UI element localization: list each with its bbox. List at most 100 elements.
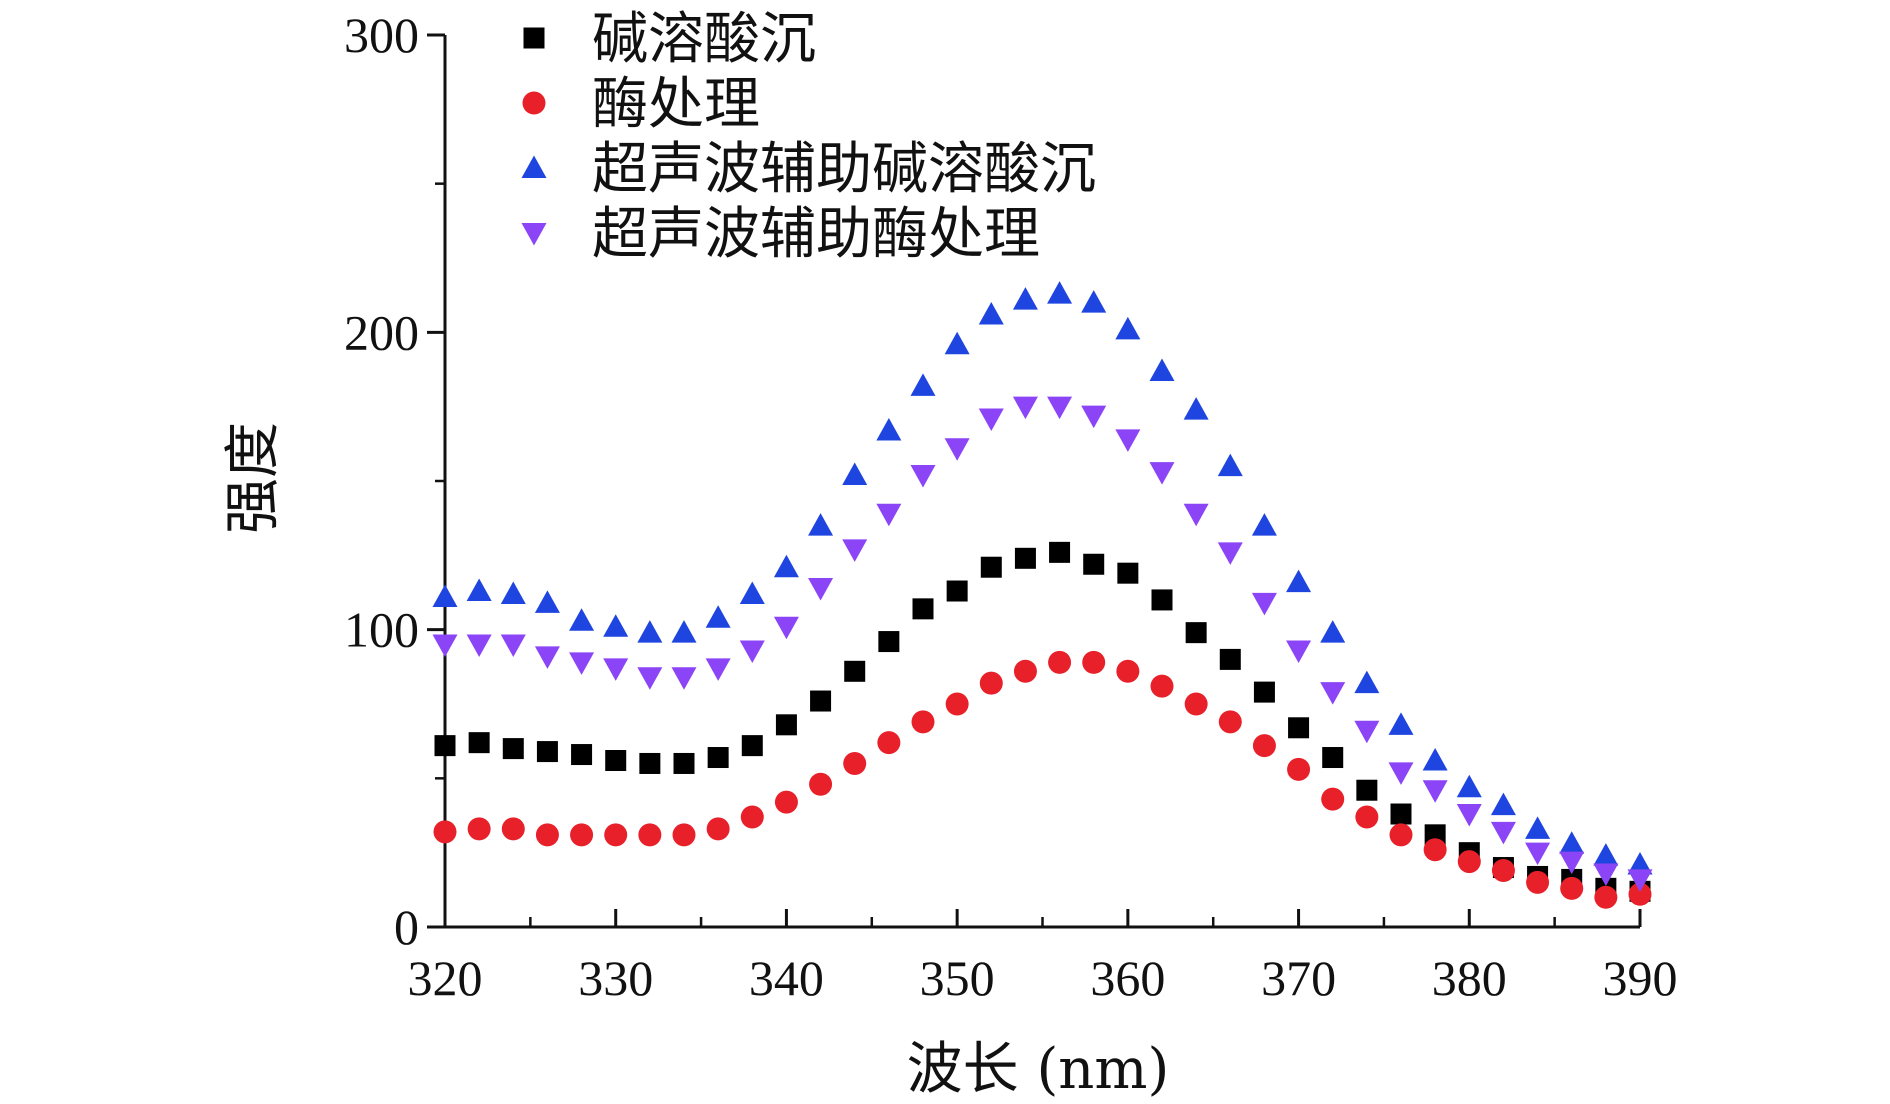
data-point-square: [1049, 541, 1071, 563]
legend-symbol-square: [523, 27, 545, 49]
data-point-square: [1356, 779, 1378, 801]
data-point-triangle-down: [978, 408, 1004, 432]
data-point-triangle-up: [876, 417, 902, 441]
data-point-triangle-down: [1217, 542, 1243, 565]
data-point-circle: [535, 823, 559, 847]
data-point-triangle-down: [1388, 762, 1414, 785]
data-point-triangle-down: [466, 634, 492, 658]
data-point-triangle-down: [1115, 429, 1141, 452]
data-point-triangle-down: [534, 646, 560, 669]
data-point-triangle-down: [944, 438, 970, 461]
legend: 碱溶酸沉 酶处理 超声波辅助碱溶酸沉 超声波辅助酶处理: [521, 7, 1096, 267]
data-point-square: [1117, 562, 1139, 584]
x-axis-title: 波长 (nm): [907, 1037, 1170, 1102]
data-point-circle: [672, 823, 696, 847]
data-point-triangle-down: [1422, 780, 1448, 803]
legend-label-0: 碱溶酸沉: [592, 7, 816, 72]
data-point-triangle-up: [466, 578, 492, 602]
legend-label-2: 超声波辅助碱溶酸沉: [592, 137, 1096, 202]
data-point-triangle-down: [1081, 405, 1107, 429]
data-point-square: [946, 580, 968, 602]
data-point-square: [878, 631, 900, 653]
data-point-triangle-up: [1490, 792, 1516, 816]
legend-item-0: 碱溶酸沉: [523, 7, 816, 72]
data-point-circle: [1184, 692, 1208, 716]
axis-ticks: [427, 33, 1642, 929]
data-point-circle: [843, 751, 867, 775]
data-point-square: [1390, 803, 1412, 825]
data-point-square: [502, 738, 524, 760]
data-point-triangle-up: [534, 590, 560, 613]
data-point-circle: [1628, 882, 1652, 906]
data-point-square: [912, 598, 934, 620]
data-point-square: [1253, 681, 1275, 703]
data-point-triangle-up: [808, 513, 834, 536]
data-point-circle: [638, 823, 662, 847]
x-tick-label: 340: [749, 950, 824, 1006]
data-point-square: [605, 749, 627, 771]
legend-symbol-triangle-up: [521, 155, 547, 178]
data-point-square: [1219, 648, 1241, 670]
data-point-triangle-down: [1354, 720, 1380, 744]
data-point-circle: [740, 805, 764, 829]
data-point-circle: [1457, 850, 1481, 874]
data-point-triangle-down: [432, 634, 458, 658]
data-point-triangle-up: [1593, 843, 1619, 866]
legend-symbol-circle: [522, 91, 546, 115]
data-point-square: [673, 752, 695, 774]
data-point-triangle-up: [1627, 852, 1653, 875]
legend-marker-square: [523, 27, 545, 49]
data-point-triangle-up: [705, 605, 731, 628]
data-point-square: [571, 744, 593, 766]
data-point-triangle-up: [739, 581, 765, 604]
y-tick-label: 100: [344, 602, 419, 658]
data-point-circle: [467, 817, 491, 841]
data-point-triangle-down: [876, 503, 902, 527]
data-point-circle: [1389, 823, 1413, 847]
data-point-circle: [1355, 805, 1379, 829]
data-point-triangle-down: [773, 616, 799, 640]
data-point-triangle-up: [637, 620, 663, 643]
x-tick-labels: 320 330 340 350 360 370 380 390: [408, 950, 1678, 1006]
data-point-triangle-up: [1012, 287, 1038, 310]
data-point-triangle-down: [637, 667, 663, 690]
data-point-square: [639, 752, 661, 774]
legend-marker-circle: [522, 91, 546, 115]
data-point-triangle-up: [1354, 670, 1380, 694]
x-tick-label: 320: [408, 950, 483, 1006]
data-point-triangle-up: [944, 331, 970, 355]
data-point-triangle-down: [739, 640, 765, 663]
data-point-triangle-up: [1149, 358, 1175, 381]
data-point-triangle-down: [808, 578, 834, 601]
data-point-circle: [1116, 659, 1140, 683]
data-point-triangle-up: [910, 373, 936, 396]
data-point-square: [775, 714, 797, 736]
data-point-triangle-up: [1388, 712, 1414, 735]
data-point-circle: [1594, 885, 1618, 909]
data-point-triangle-down: [910, 465, 936, 488]
legend-label-1: 酶处理: [592, 72, 760, 137]
data-point-circle: [1526, 870, 1550, 894]
y-tick-labels: 0 100 200 300: [344, 7, 419, 955]
data-point-triangle-up: [671, 620, 697, 643]
data-point-square: [1151, 589, 1173, 611]
data-point-triangle-up: [1183, 397, 1209, 420]
legend-symbol-triangle-down: [521, 223, 547, 246]
y-axis-title: 强度: [221, 422, 286, 534]
data-point-triangle-up: [1217, 453, 1243, 477]
data-point-circle: [1218, 710, 1242, 734]
data-point-circle: [979, 671, 1003, 695]
x-tick-label: 370: [1261, 950, 1336, 1006]
data-point-square: [1288, 717, 1310, 739]
data-point-triangle-up: [1081, 290, 1107, 313]
data-point-circle: [433, 820, 457, 844]
data-point-triangle-down: [1320, 682, 1346, 705]
data-point-triangle-down: [1627, 869, 1653, 892]
legend-item-3: 超声波辅助酶处理: [521, 202, 1040, 267]
data-point-triangle-down: [1251, 592, 1277, 616]
data-point-triangle-up: [1422, 747, 1448, 771]
data-point-triangle-down: [1012, 396, 1038, 420]
data-point-circle: [1252, 734, 1276, 758]
legend-label-3: 超声波辅助酶处理: [592, 202, 1040, 267]
series-3: [432, 396, 1653, 892]
